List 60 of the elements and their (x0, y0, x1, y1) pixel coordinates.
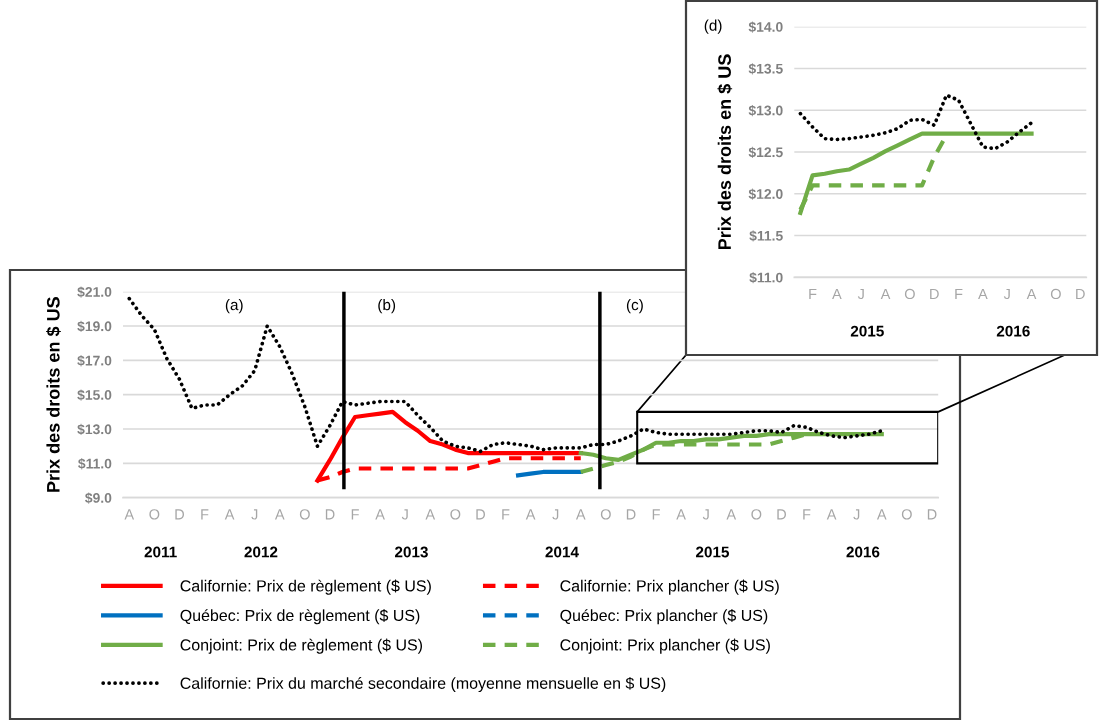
y-tick-label: $13.0 (77, 423, 112, 436)
x-tick-label: D (325, 509, 335, 520)
legend-label: Conjoint: Prix de règlement ($ US) (180, 638, 423, 654)
annotation: (b) (378, 299, 396, 314)
x-tick-label: A (124, 509, 135, 520)
legend-label: Québec: Prix plancher ($ US) (560, 609, 768, 625)
y-tick-label: $12.5 (748, 146, 783, 159)
x-tick-label: F (351, 509, 359, 520)
legend-label: Québec: Prix de règlement ($ US) (180, 609, 420, 625)
x-tick-label: A (224, 509, 235, 520)
x-tick-label: D (930, 288, 939, 299)
x-tick-label: A (832, 288, 842, 299)
x-tick-label: A (978, 288, 988, 299)
line-series (798, 93, 1034, 151)
x-tick-label: F (502, 509, 510, 520)
legend-label: Californie: Prix plancher ($ US) (560, 579, 779, 595)
x-tick-label: A (676, 509, 686, 520)
y-tick-label: $11.5 (749, 230, 783, 242)
annotation: (a) (225, 299, 243, 314)
y-tick-label: $17.0 (77, 355, 112, 367)
x-tick-label: A (525, 509, 536, 520)
x-tick-label: A (375, 509, 385, 520)
x-tick-label: D (175, 509, 185, 520)
x-tick-label: F (955, 288, 963, 299)
x-tick-label: O (751, 509, 762, 520)
x-tick-label: D (927, 509, 937, 520)
legend-label: Californie: Prix de règlement ($ US) (180, 579, 431, 595)
x-tick-label: O (600, 509, 611, 520)
legend-label: Conjoint: Prix plancher ($ US) (560, 638, 770, 654)
x-tick-label: F (652, 509, 660, 520)
y-tick-label: $19.0 (77, 320, 112, 333)
x-tick-label: D (1076, 288, 1085, 299)
x-tick-label: O (904, 288, 915, 300)
line-series (798, 131, 1034, 216)
y-tick-label: $13.0 (748, 104, 783, 117)
x-tick-label: O (901, 509, 912, 520)
y-tick-label: $11.0 (749, 272, 783, 284)
annotation: (c) (626, 299, 643, 314)
y-tick-label: $9.0 (85, 492, 112, 504)
legend-label: Californie: Prix du marché secondaire (moyenne mensuelle en $ US) (180, 676, 666, 693)
x-tick-label: D (626, 509, 636, 520)
x-tick-label: O (299, 509, 310, 520)
y-tick-label: $15.0 (77, 389, 112, 401)
y-axis-title: Prix des droits en $ US (717, 54, 733, 250)
y-tick-label: $13.5 (748, 63, 783, 75)
x-tick-label: F (809, 288, 817, 299)
y-tick-label: $12.0 (748, 188, 783, 200)
x-tick-label: A (425, 509, 436, 520)
x-tick-label: F (201, 509, 209, 520)
y-tick-label: $11.0 (78, 458, 112, 470)
text: (d) (704, 19, 722, 34)
x-tick-label: D (777, 509, 786, 520)
x-tick-label: F (803, 509, 811, 520)
y-tick-label: $14.0 (748, 21, 783, 33)
x-tick-label: O (1050, 288, 1061, 300)
y-tick-label: $21.0 (77, 286, 112, 298)
y-axis-title: Prix des droits en $ US (46, 297, 61, 492)
x-tick-label: D (476, 509, 485, 520)
x-tick-label: O (450, 509, 461, 520)
x-tick-label: A (826, 509, 837, 520)
